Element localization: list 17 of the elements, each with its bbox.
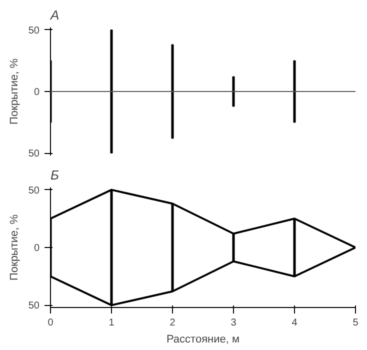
y-tick-label: 50: [28, 300, 40, 312]
x-tick-label: 5: [352, 318, 359, 328]
y-axis-title: Покрытие, %: [8, 58, 20, 125]
y-axis-title: Покрытие, %: [8, 214, 20, 281]
y-tick-label: 50: [28, 148, 40, 160]
y-tick-label: 50: [28, 25, 40, 36]
x-tick-label: 4: [292, 318, 298, 328]
y-tick-label: 0: [34, 243, 40, 254]
chart-title: А: [50, 8, 60, 22]
x-axis-title: Расстояние, м: [166, 334, 240, 346]
y-tick-label: 0: [34, 87, 40, 98]
y-tick-label: 50: [28, 185, 40, 196]
x-tick-label: 1: [108, 318, 115, 328]
x-tick-label: 2: [170, 318, 176, 328]
x-tick-label: 3: [230, 318, 237, 328]
chart-title: Б: [50, 168, 60, 182]
x-tick-label: 0: [48, 318, 54, 328]
